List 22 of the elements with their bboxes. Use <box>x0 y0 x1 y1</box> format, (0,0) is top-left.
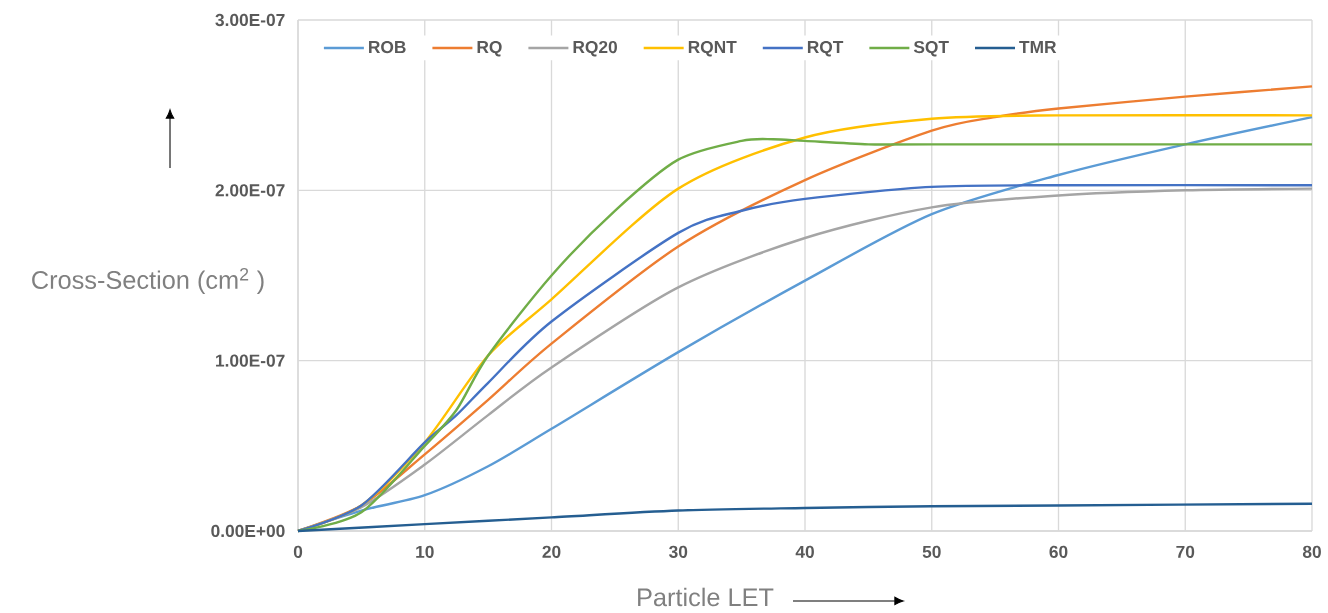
y-axis-title: Cross-Section (cm$^{2}$ ) <box>32 268 264 294</box>
y-tick-label: 2.00E-07 <box>215 184 285 197</box>
x-tick-label: 20 <box>542 545 561 558</box>
x-tick-label: 0 <box>293 545 303 558</box>
x-tick-label: 70 <box>1176 545 1195 558</box>
x-tick-label: 80 <box>1302 545 1321 558</box>
x-tick-label: 60 <box>1049 545 1068 558</box>
x-tick-label: 40 <box>795 545 814 558</box>
legend-label: ROB <box>369 40 406 54</box>
x-tick-label: 30 <box>669 545 688 558</box>
legend-label: TMR <box>1019 41 1057 53</box>
legend-label: RQT <box>807 40 844 57</box>
x-tick-label: 50 <box>922 545 941 558</box>
y-tick-label: 1.00E-07 <box>216 354 285 367</box>
x-tick-label: 10 <box>416 545 434 558</box>
y-tick-label: 0.00E+00 <box>211 524 285 538</box>
x-axis-title: Particle LET <box>638 587 774 607</box>
legend-label: RQ20 <box>573 40 617 57</box>
y-tick-label: 3.00E-07 <box>215 13 285 27</box>
legend-label: RQNT <box>688 40 737 57</box>
legend-label: RQ <box>477 40 502 57</box>
legend-label: SQT <box>913 40 949 57</box>
